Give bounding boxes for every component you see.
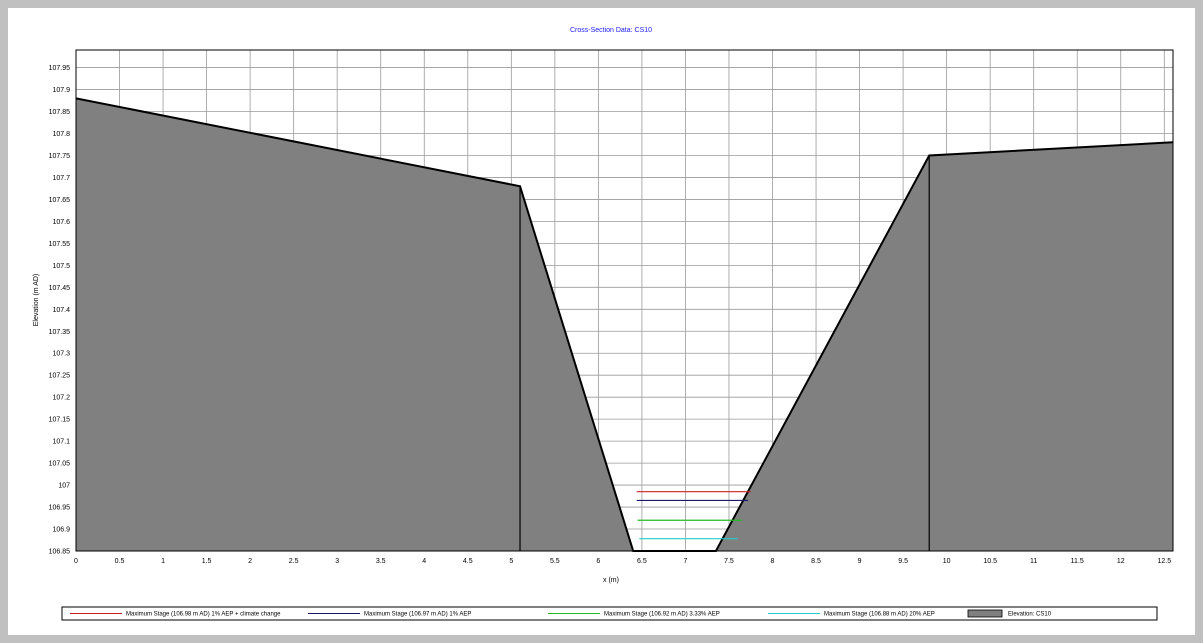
x-tick-label: 11.5 <box>1071 558 1084 565</box>
legend-label: Maximum Stage (106.98 m AD) 1% AEP + cli… <box>126 612 281 618</box>
x-tick-label: 8.5 <box>811 558 821 565</box>
x-tick-label: 2 <box>248 558 252 565</box>
x-tick-label: 7 <box>683 558 687 565</box>
x-tick-label: 8 <box>771 558 775 565</box>
x-tick-label: 9.5 <box>898 558 908 565</box>
y-tick-label: 107.25 <box>49 373 71 380</box>
stage-lines-group <box>636 491 751 540</box>
x-axis-title: x (m) <box>603 577 619 584</box>
x-tick-labels: 0 0.5 1 1.5 2 2.5 3 3.5 4 4.5 5 5.5 6 6.5 7 7.5 8 8.5 9 9.5… <box>74 558 1171 565</box>
y-tick-label: 107.55 <box>49 241 71 248</box>
legend: Maximum Stage (106.98 m AD) 1% AEP + cli… <box>61 606 1158 621</box>
y-tick-label: 107.6 <box>52 219 70 226</box>
elevation-area <box>76 98 1173 551</box>
x-tick-label: 6 <box>596 558 600 565</box>
cross-section-chart: Cross-Section Data: CS10 0 0.5 1 1.5 2 2.5 3 3.… <box>33 27 1174 621</box>
x-tick-label: 12.5 <box>1157 558 1171 565</box>
legend-swatch <box>967 609 1003 618</box>
legend-box <box>61 606 1158 621</box>
legend-label: Maximum Stage (106.88 m AD) 20% AEP <box>824 612 935 618</box>
x-tick-label: 10.5 <box>983 558 997 565</box>
legend-label: Maximum Stage (106.92 m AD) 3.33% AEP <box>604 612 720 618</box>
y-tick-label: 107.35 <box>49 329 71 336</box>
y-tick-label: 107.75 <box>49 153 71 160</box>
x-tick-label: 3.5 <box>376 558 386 565</box>
y-tick-label: 107.8 <box>52 131 70 138</box>
x-tick-label: 3 <box>335 558 339 565</box>
y-axis-title: Elevation (m AD) <box>33 274 40 327</box>
x-tick-label: 5.5 <box>550 558 560 565</box>
x-tick-label: 0 <box>74 558 78 565</box>
elevation-area-group <box>75 97 1174 552</box>
x-tick-label: 5 <box>509 558 513 565</box>
x-tick-label: 1 <box>161 558 165 565</box>
plot-border <box>75 49 1174 552</box>
y-tick-label: 107 <box>58 483 70 490</box>
x-tick-label: 2.5 <box>289 558 299 565</box>
y-tick-label: 107.95 <box>49 65 71 72</box>
y-tick-label: 107.65 <box>49 197 71 204</box>
y-tick-label: 106.95 <box>49 505 71 512</box>
x-tick-label: 6.5 <box>637 558 647 565</box>
x-tick-label: 0.5 <box>115 558 125 565</box>
y-tick-label: 107.9 <box>52 87 70 94</box>
x-tick-label: 1.5 <box>202 558 212 565</box>
y-tick-label: 107.4 <box>52 307 70 314</box>
y-tick-label: 107.05 <box>49 461 71 468</box>
x-tick-label: 4 <box>422 558 426 565</box>
y-tick-label: 107.45 <box>49 285 71 292</box>
chart-title: Cross-Section Data: CS10 <box>570 27 652 34</box>
x-tick-label: 11 <box>1030 558 1037 565</box>
chart-canvas: Cross-Section Data: CS10 0 0.5 1 1.5 2 2.5 3 3.… <box>8 8 1195 635</box>
x-tick-label: 9 <box>858 558 862 565</box>
y-tick-label: 107.5 <box>52 263 70 270</box>
x-tick-label: 12 <box>1117 558 1125 565</box>
x-tick-label: 10 <box>943 558 951 565</box>
y-tick-label: 106.85 <box>49 549 71 556</box>
y-tick-labels: 106.85 106.9 106.95 107 107.05 107.1 107.15 107… <box>49 65 71 555</box>
legend-label: Maximum Stage (106.97 m AD) 1% AEP <box>364 612 471 618</box>
y-tick-label: 107.15 <box>49 417 71 424</box>
y-tick-label: 107.1 <box>52 439 70 446</box>
y-tick-label: 106.9 <box>52 527 70 534</box>
y-tick-label: 107.2 <box>52 395 70 402</box>
x-tick-label: 4.5 <box>463 558 473 565</box>
legend-label: Elevation: CS10 <box>1008 612 1052 618</box>
y-tick-label: 107.85 <box>49 109 71 116</box>
y-tick-label: 107.3 <box>52 351 70 358</box>
y-tick-label: 107.7 <box>52 175 70 182</box>
x-tick-label: 7.5 <box>724 558 734 565</box>
